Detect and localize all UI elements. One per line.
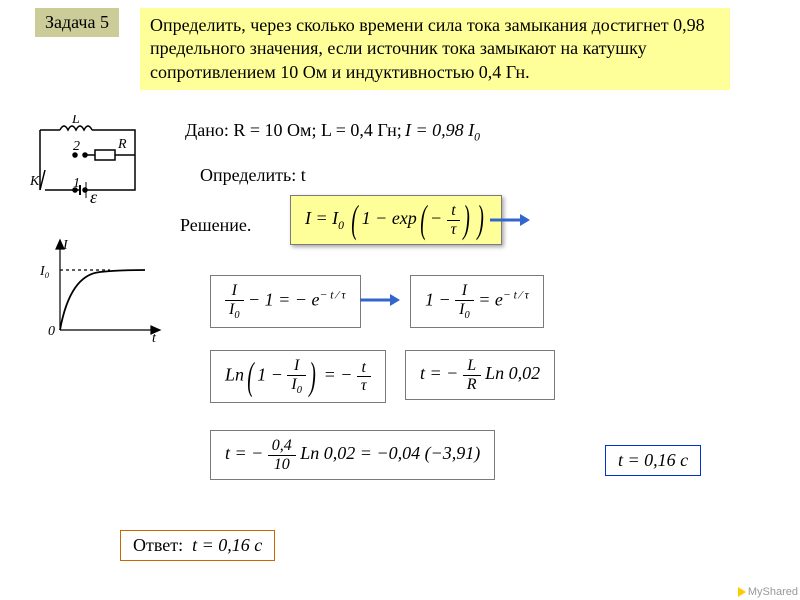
- equation-5: t = − LR Ln 0,02: [405, 350, 555, 400]
- answer-label: Ответ:: [133, 535, 183, 555]
- arrow-icon: [490, 210, 530, 230]
- circuit-label-1: 1: [73, 176, 80, 191]
- task-label: Задача 5: [35, 8, 119, 37]
- answer-value: t = 0,16 c: [192, 535, 262, 555]
- circuit-label-l: L: [71, 115, 80, 127]
- equation-3: 1 − II0 = e− t ⁄ τ: [410, 275, 544, 328]
- circuit-label-r: R: [117, 137, 127, 152]
- solution-label: Решение.: [180, 215, 251, 236]
- answer-box: Ответ: t = 0,16 c: [120, 530, 275, 561]
- watermark: MyShared: [738, 586, 798, 598]
- problem-statement: Определить, через сколько времени сила т…: [140, 8, 730, 90]
- graph-ylabel: I: [62, 238, 69, 253]
- result-box: t = 0,16 c: [605, 445, 701, 476]
- graph-y0: I₀: [39, 264, 50, 279]
- circuit-label-2: 2: [73, 139, 80, 154]
- arrow-icon: [360, 290, 400, 310]
- circuit-label-k: K: [30, 174, 40, 189]
- equation-1: I = I0 (1 − exp(− tτ)): [290, 195, 502, 245]
- circuit-label-emf: ε: [90, 187, 98, 205]
- determine-text: Определить: t: [200, 165, 306, 186]
- given-text: Дано: R = 10 Ом; L = 0,4 Гн;: [185, 120, 402, 141]
- growth-graph: I I₀ 0 t: [30, 235, 170, 345]
- graph-xlabel: t: [152, 331, 157, 345]
- equation-4: Ln(1 − II0) = − tτ: [210, 350, 386, 403]
- circuit-diagram: L R 2 1 K ε: [30, 115, 150, 205]
- equation-2: II0 − 1 = − e− t ⁄ τ: [210, 275, 361, 328]
- given-condition: I = 0,98 I0: [405, 120, 480, 144]
- equation-6: t = − 0,410 Ln 0,02 = −0,04 (−3,91): [210, 430, 495, 480]
- graph-origin: 0: [48, 324, 55, 339]
